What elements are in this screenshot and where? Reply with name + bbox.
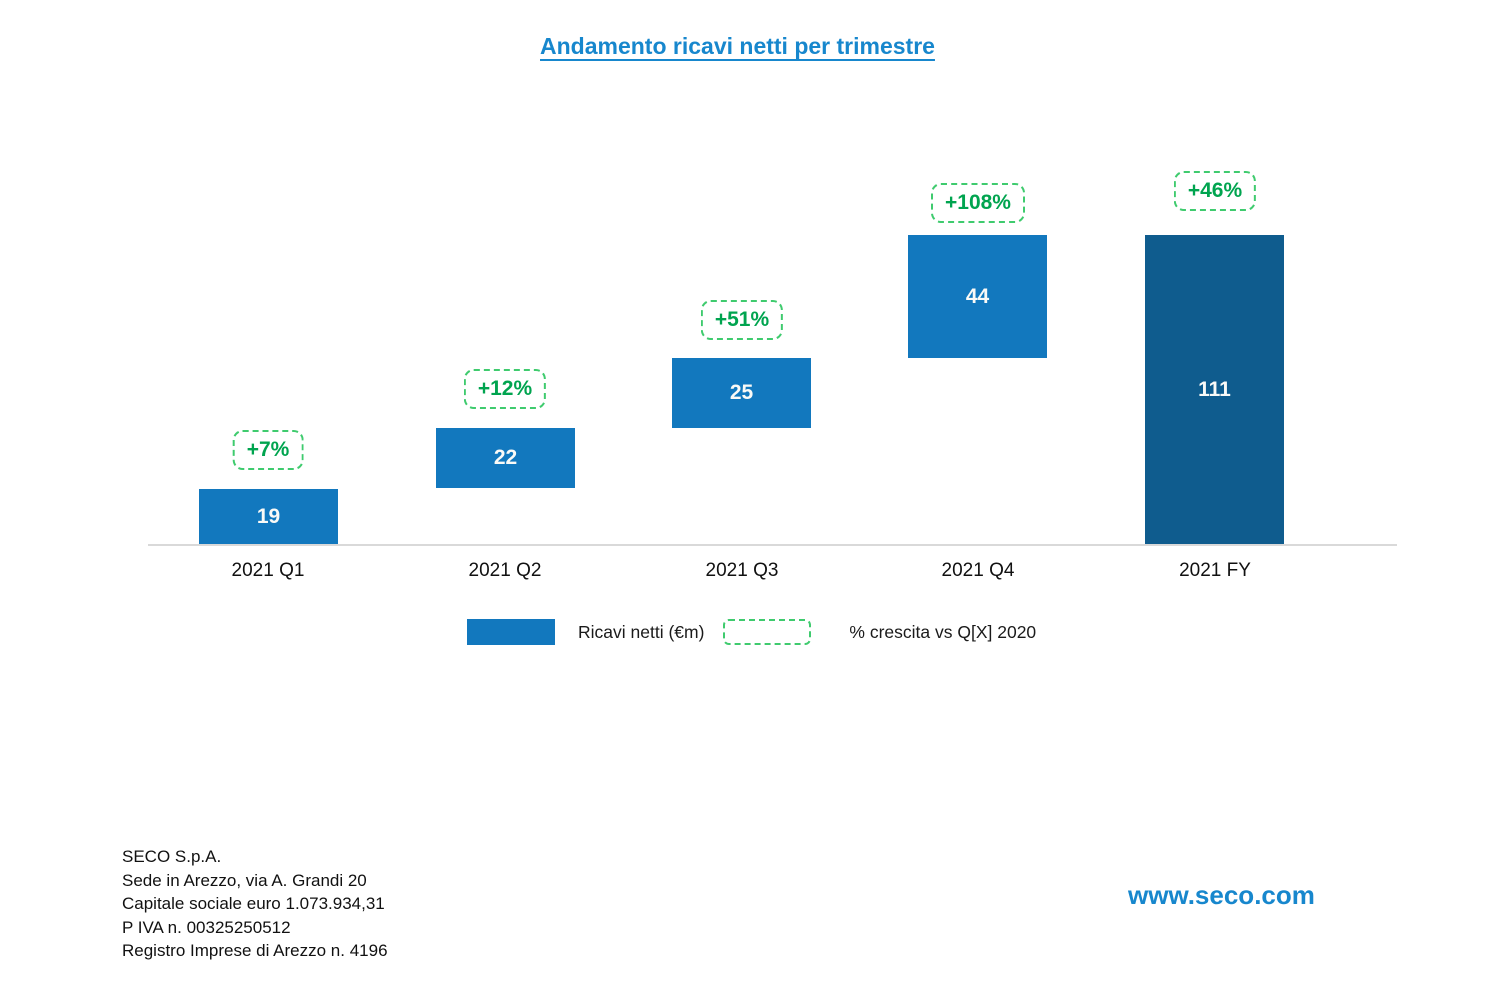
axis-label-2021-q3: 2021 Q3 [705,560,779,581]
bar-2021-q2: 22 [436,428,575,488]
chart-title: Andamento ricavi netti per trimestre [540,33,935,59]
bar-value-q4: 44 [965,284,990,308]
company-registry: Registro Imprese di Arezzo n. 4196 [122,941,388,960]
axis-label-2021-q4: 2021 Q4 [941,560,1015,581]
growth-badge-fy: +46% [1173,171,1257,211]
company-info: SECO S.p.A. Sede in Arezzo, via A. Grand… [122,845,388,963]
company-name: SECO S.p.A. [122,847,222,866]
legend-growth-label: % crescita vs Q[X] 2020 [849,621,1037,642]
legend-growth-swatch [723,619,812,645]
legend: Ricavi netti (€m) % crescita vs Q[X] 202… [467,612,1036,652]
growth-badge-q1: +7% [232,430,304,470]
company-capital: Capitale sociale euro 1.073.934,31 [122,894,385,913]
bar-value-q2: 22 [493,446,518,469]
legend-bar-swatch [467,619,555,645]
bar-value-q1: 19 [256,504,281,528]
axis-label-2021-fy: 2021 FY [1179,560,1251,581]
bar-2021-fy: 111 [1145,235,1284,544]
growth-badge-q4: +108% [931,183,1025,223]
bar-value-fy: 111 [1198,377,1231,401]
growth-badge-q2: +12% [463,369,547,409]
bar-value-q3: 25 [729,381,754,404]
company-address: Sede in Arezzo, via A. Grandi 20 [122,870,367,890]
growth-badge-q3: +51% [700,300,784,340]
axis-label-2021-q2: 2021 Q2 [468,560,542,581]
bar-2021-q3: 25 [672,358,811,428]
x-axis-line [148,544,1397,546]
bar-2021-q4: 44 [908,235,1047,358]
bar-2021-q1: 19 [199,489,338,544]
axis-label-2021-q1: 2021 Q1 [231,560,305,581]
website-link[interactable]: www.seco.com [1128,880,1315,910]
company-vat: P IVA n. 00325250512 [122,917,291,937]
legend-bar-label: Ricavi netti (€m) [578,621,705,642]
